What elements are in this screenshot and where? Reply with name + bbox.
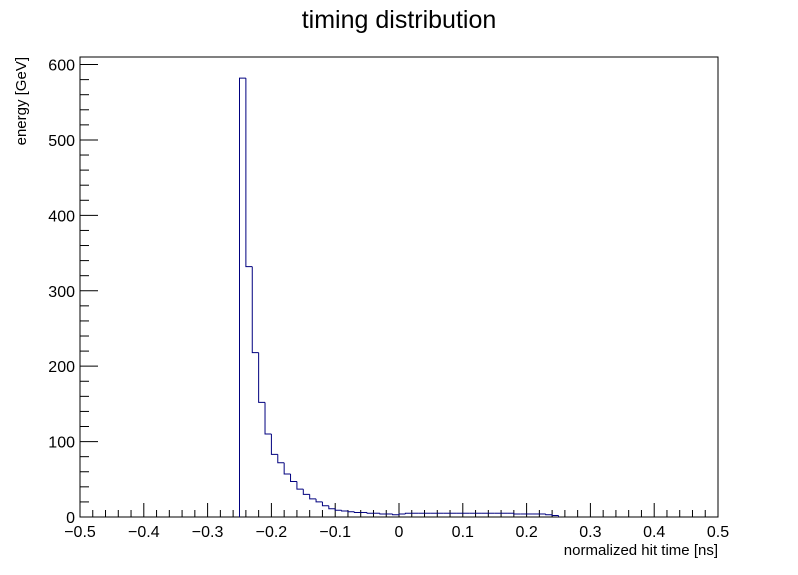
histogram-bins: [239, 77, 559, 517]
y-axis-label: energy [GeV]: [13, 57, 30, 145]
histogram-bin: [309, 494, 317, 500]
histogram-bin: [251, 266, 259, 354]
histogram-bin: [245, 78, 253, 268]
x-tick-label: 0.2: [515, 524, 537, 541]
histogram-bin: [334, 508, 342, 511]
histogram-bin: [283, 462, 291, 475]
x-tick-label: −0.1: [319, 524, 351, 541]
histogram-bin: [404, 512, 412, 514]
x-tick-label: 0.5: [707, 524, 729, 541]
histogram-bin: [277, 454, 285, 464]
histogram-bin: [366, 512, 374, 514]
y-tick-label: 300: [48, 284, 75, 301]
histogram-bin: [302, 489, 310, 495]
histogram-bin: [341, 510, 348, 512]
histogram-bin: [551, 514, 559, 516]
histogram-bin: [315, 498, 323, 503]
histogram-bin: [398, 513, 406, 515]
histogram-bin: [258, 352, 266, 403]
histogram-bin: [513, 513, 521, 515]
histogram-bin: [264, 402, 272, 435]
histogram-bin: [392, 513, 399, 516]
histogram-bin: [290, 474, 297, 483]
histogram-bin: [296, 481, 304, 490]
plot-frame: [79, 56, 719, 518]
chart-title: timing distribution: [302, 6, 497, 34]
y-tick-label: 400: [48, 208, 75, 225]
histogram-bin: [239, 77, 246, 517]
y-tick-label: 600: [48, 58, 75, 75]
x-tick-label: −0.3: [192, 524, 224, 541]
y-tick-label: 100: [48, 435, 75, 452]
x-tick-label: −0.4: [128, 524, 160, 541]
x-tick-label: 0.1: [452, 524, 474, 541]
x-tick-label: −0.5: [64, 524, 96, 541]
histogram-bin: [379, 513, 387, 515]
x-tick-label: 0.4: [643, 524, 665, 541]
histogram-bin: [328, 505, 336, 510]
histogram-bin: [545, 513, 553, 516]
histogram-bin: [353, 511, 361, 513]
y-tick-label: 500: [48, 133, 75, 150]
x-tick-label: −0.2: [256, 524, 288, 541]
histogram-bin: [321, 501, 329, 507]
x-axis: −0.5 −0.4 −0.3 −0.2 −0.1 0 0.1 0.2 0.3 0.4 0.5: [64, 503, 729, 541]
x-tick-label: 0.3: [579, 524, 601, 541]
y-axis: 0 100 200 300 400 500 600: [48, 58, 98, 527]
histogram-bin: [270, 434, 278, 455]
x-axis-label: normalized hit time [ns]: [564, 542, 718, 559]
y-tick-label: 200: [48, 359, 75, 376]
y-tick-label: 0: [66, 510, 75, 527]
histogram-bin: [347, 510, 355, 513]
x-tick-label: 0: [395, 524, 404, 541]
